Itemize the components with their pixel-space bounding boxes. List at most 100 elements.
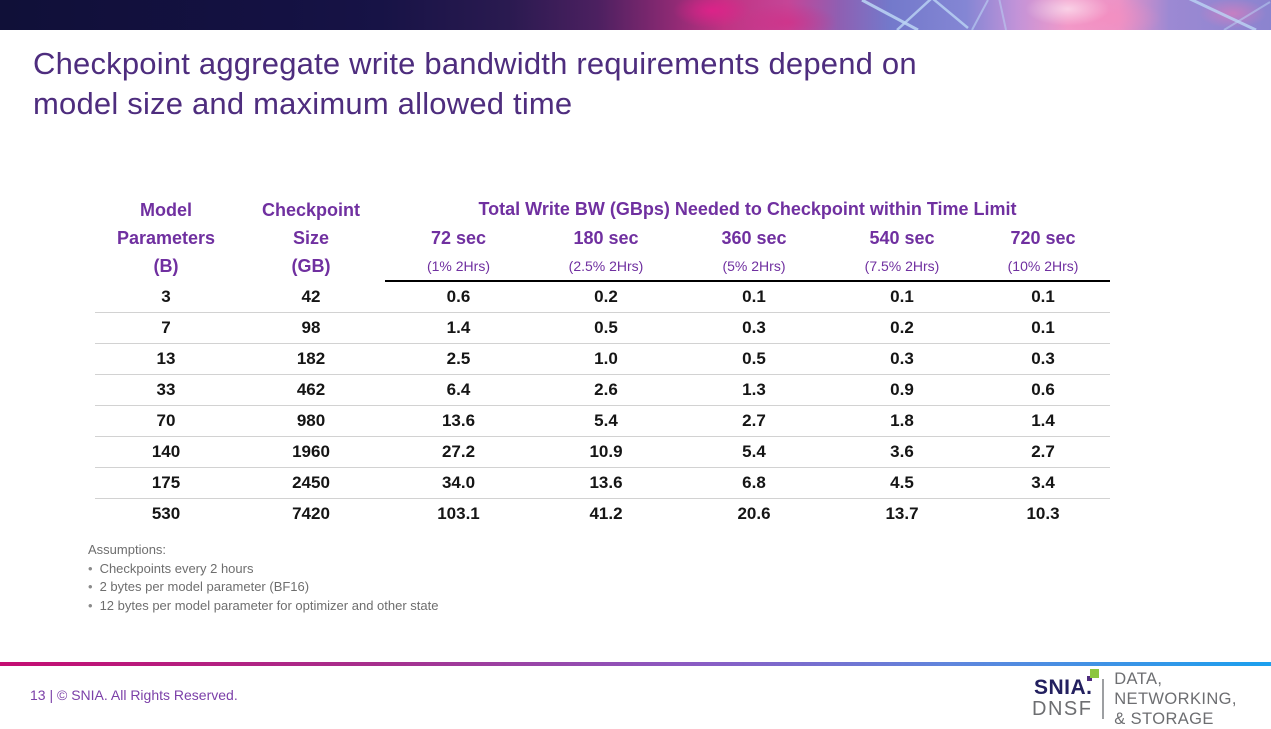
subheader-2-5pct: (2.5% 2Hrs) — [532, 252, 680, 282]
spanning-header-total-write-bw: Total Write BW (GBps) Needed to Checkpoi… — [478, 198, 1017, 219]
cell: 0.2 — [828, 312, 976, 344]
table-row: 175 2450 34.0 13.6 6.8 4.5 3.4 — [95, 467, 1111, 499]
list-item: • Checkpoints every 2 hours — [88, 560, 438, 579]
cell: 0.1 — [680, 281, 828, 313]
cell: 13.7 — [885, 504, 919, 523]
snia-wordmark: SNIA. — [1033, 669, 1100, 699]
logo-brand-block: SNIA. DNSF — [1032, 669, 1102, 720]
tagline-line1: DATA, NETWORKING, — [1114, 670, 1237, 708]
cell: 0.6 — [976, 374, 1111, 406]
cell: 2450 — [237, 467, 385, 499]
header-text: Size — [292, 227, 330, 248]
cell: 1.4 — [976, 405, 1111, 437]
purple-square-icon — [1087, 676, 1093, 681]
cell: 7420 — [292, 504, 330, 523]
cell: 0.3 — [976, 343, 1111, 375]
column-header-180sec: 180 sec — [573, 227, 639, 248]
table-body: 3 42 0.6 0.2 0.1 0.1 0.1 7 98 1.4 0.5 0.3 0.2 0.1 13… — [95, 281, 1111, 530]
cell: 530 — [151, 504, 181, 523]
logo-divider — [1102, 679, 1105, 719]
assumption-text: 12 bytes per model parameter for optimiz… — [99, 597, 439, 613]
list-item: • 12 bytes per model parameter for optimi… — [88, 597, 438, 616]
cell: 3.4 — [976, 467, 1111, 499]
cell: 0.1 — [976, 281, 1111, 313]
cell: 7 — [95, 312, 237, 344]
page-title-line2: model size and maximum allowed time — [33, 86, 573, 121]
cell: 0.3 — [680, 312, 828, 344]
cell: 3.6 — [828, 436, 976, 468]
cell: 0.6 — [385, 281, 532, 313]
header-text: Checkpoint — [261, 199, 360, 220]
tagline-line2: & STORAGE — [1114, 710, 1214, 728]
header-text: (GB) — [291, 255, 331, 276]
table-row: 3 42 0.6 0.2 0.1 0.1 0.1 — [95, 281, 1111, 313]
subheader-5pct: (5% 2Hrs) — [680, 252, 828, 282]
subheader-1pct: (1% 2Hrs) — [385, 252, 532, 282]
cell: 13.6 — [385, 405, 532, 437]
header-text: Model — [140, 199, 192, 220]
cell: 1960 — [237, 436, 385, 468]
logo-tagline: DATA, NETWORKING, & STORAGE — [1114, 669, 1271, 729]
cell: 0.1 — [976, 312, 1111, 344]
cell: 2.7 — [680, 405, 828, 437]
cell: 0.5 — [532, 312, 680, 344]
bullet-icon: • — [88, 560, 93, 576]
cell: 1.8 — [828, 405, 976, 437]
column-header-540sec: 540 sec — [869, 227, 935, 248]
table-row: 140 1960 27.2 10.9 5.4 3.6 2.7 — [95, 436, 1111, 468]
snia-dnsf-logo: SNIA. DNSF DATA, NETWORKING, & STORAGE — [1032, 669, 1271, 729]
cell: 13 — [95, 343, 237, 375]
assumptions-heading: Assumptions: — [88, 542, 167, 557]
list-item: • 2 bytes per model parameter (BF16) — [88, 578, 438, 597]
highlighted-cell: 6.8 — [680, 467, 828, 499]
column-header-360sec: 360 sec — [721, 227, 787, 248]
cell: 0.2 — [532, 281, 680, 313]
cell: 34.0 — [385, 467, 532, 499]
column-header-model-parameters: Model Parameters (B) — [95, 194, 237, 281]
cell: 2.7 — [976, 436, 1111, 468]
header-text: (B) — [153, 255, 179, 276]
bullet-icon: • — [88, 597, 93, 613]
cell: 0.3 — [828, 343, 976, 375]
assumption-text: Checkpoints every 2 hours — [99, 560, 254, 576]
cell: 27.2 — [385, 436, 532, 468]
cell: 1.0 — [532, 343, 680, 375]
dnsf-text: DNSF — [1032, 698, 1093, 720]
cell: 10.3 — [1026, 504, 1060, 523]
table-row: 33 462 6.4 2.6 1.3 0.9 0.6 — [95, 374, 1111, 406]
cell: 20.6 — [737, 504, 771, 523]
cell: 4.5 — [828, 467, 976, 499]
snia-squares-icon — [1087, 669, 1100, 681]
cell: 2.5 — [385, 343, 532, 375]
cell: 70 — [95, 405, 237, 437]
column-header-72sec: 72 sec — [430, 227, 487, 248]
assumption-text: 2 bytes per model parameter (BF16) — [99, 579, 310, 594]
header-banner-image — [0, 0, 1271, 30]
cell: 140 — [95, 436, 237, 468]
footer-gradient-divider — [0, 662, 1271, 666]
cell: 175 — [95, 467, 237, 499]
header-text: Parameters — [116, 227, 216, 248]
cell: 5.4 — [680, 436, 828, 468]
cell: 10.9 — [532, 436, 680, 468]
table-row: 530 7420 103.1 41.2 20.6 13.7 10.3 — [95, 499, 1110, 530]
snia-text: SNIA. — [1033, 676, 1093, 699]
bullet-icon: • — [88, 579, 93, 594]
cell: 33 — [95, 374, 237, 406]
page-title: Checkpoint aggregate write bandwidth req… — [33, 44, 1153, 124]
copyright-text: 13 | © SNIA. All Rights Reserved. — [30, 687, 238, 703]
cell: 182 — [237, 343, 385, 375]
cell: 98 — [237, 312, 385, 344]
table-header: Model Parameters (B) Checkpoint Size (GB… — [95, 194, 1111, 282]
cell: 0.9 — [828, 374, 976, 406]
assumptions-list: • Checkpoints every 2 hours • 2 bytes per … — [88, 560, 438, 616]
cell: 6.4 — [385, 374, 532, 406]
cell: 0.1 — [828, 281, 976, 313]
page-title-line1: Checkpoint aggregate write bandwidth req… — [33, 46, 917, 81]
cell: 2.6 — [532, 374, 680, 406]
green-square-icon — [1090, 669, 1100, 678]
column-header-checkpoint-size: Checkpoint Size (GB) — [237, 194, 385, 281]
column-header-720sec: 720 sec — [1010, 227, 1076, 248]
cell: 5.4 — [532, 405, 680, 437]
